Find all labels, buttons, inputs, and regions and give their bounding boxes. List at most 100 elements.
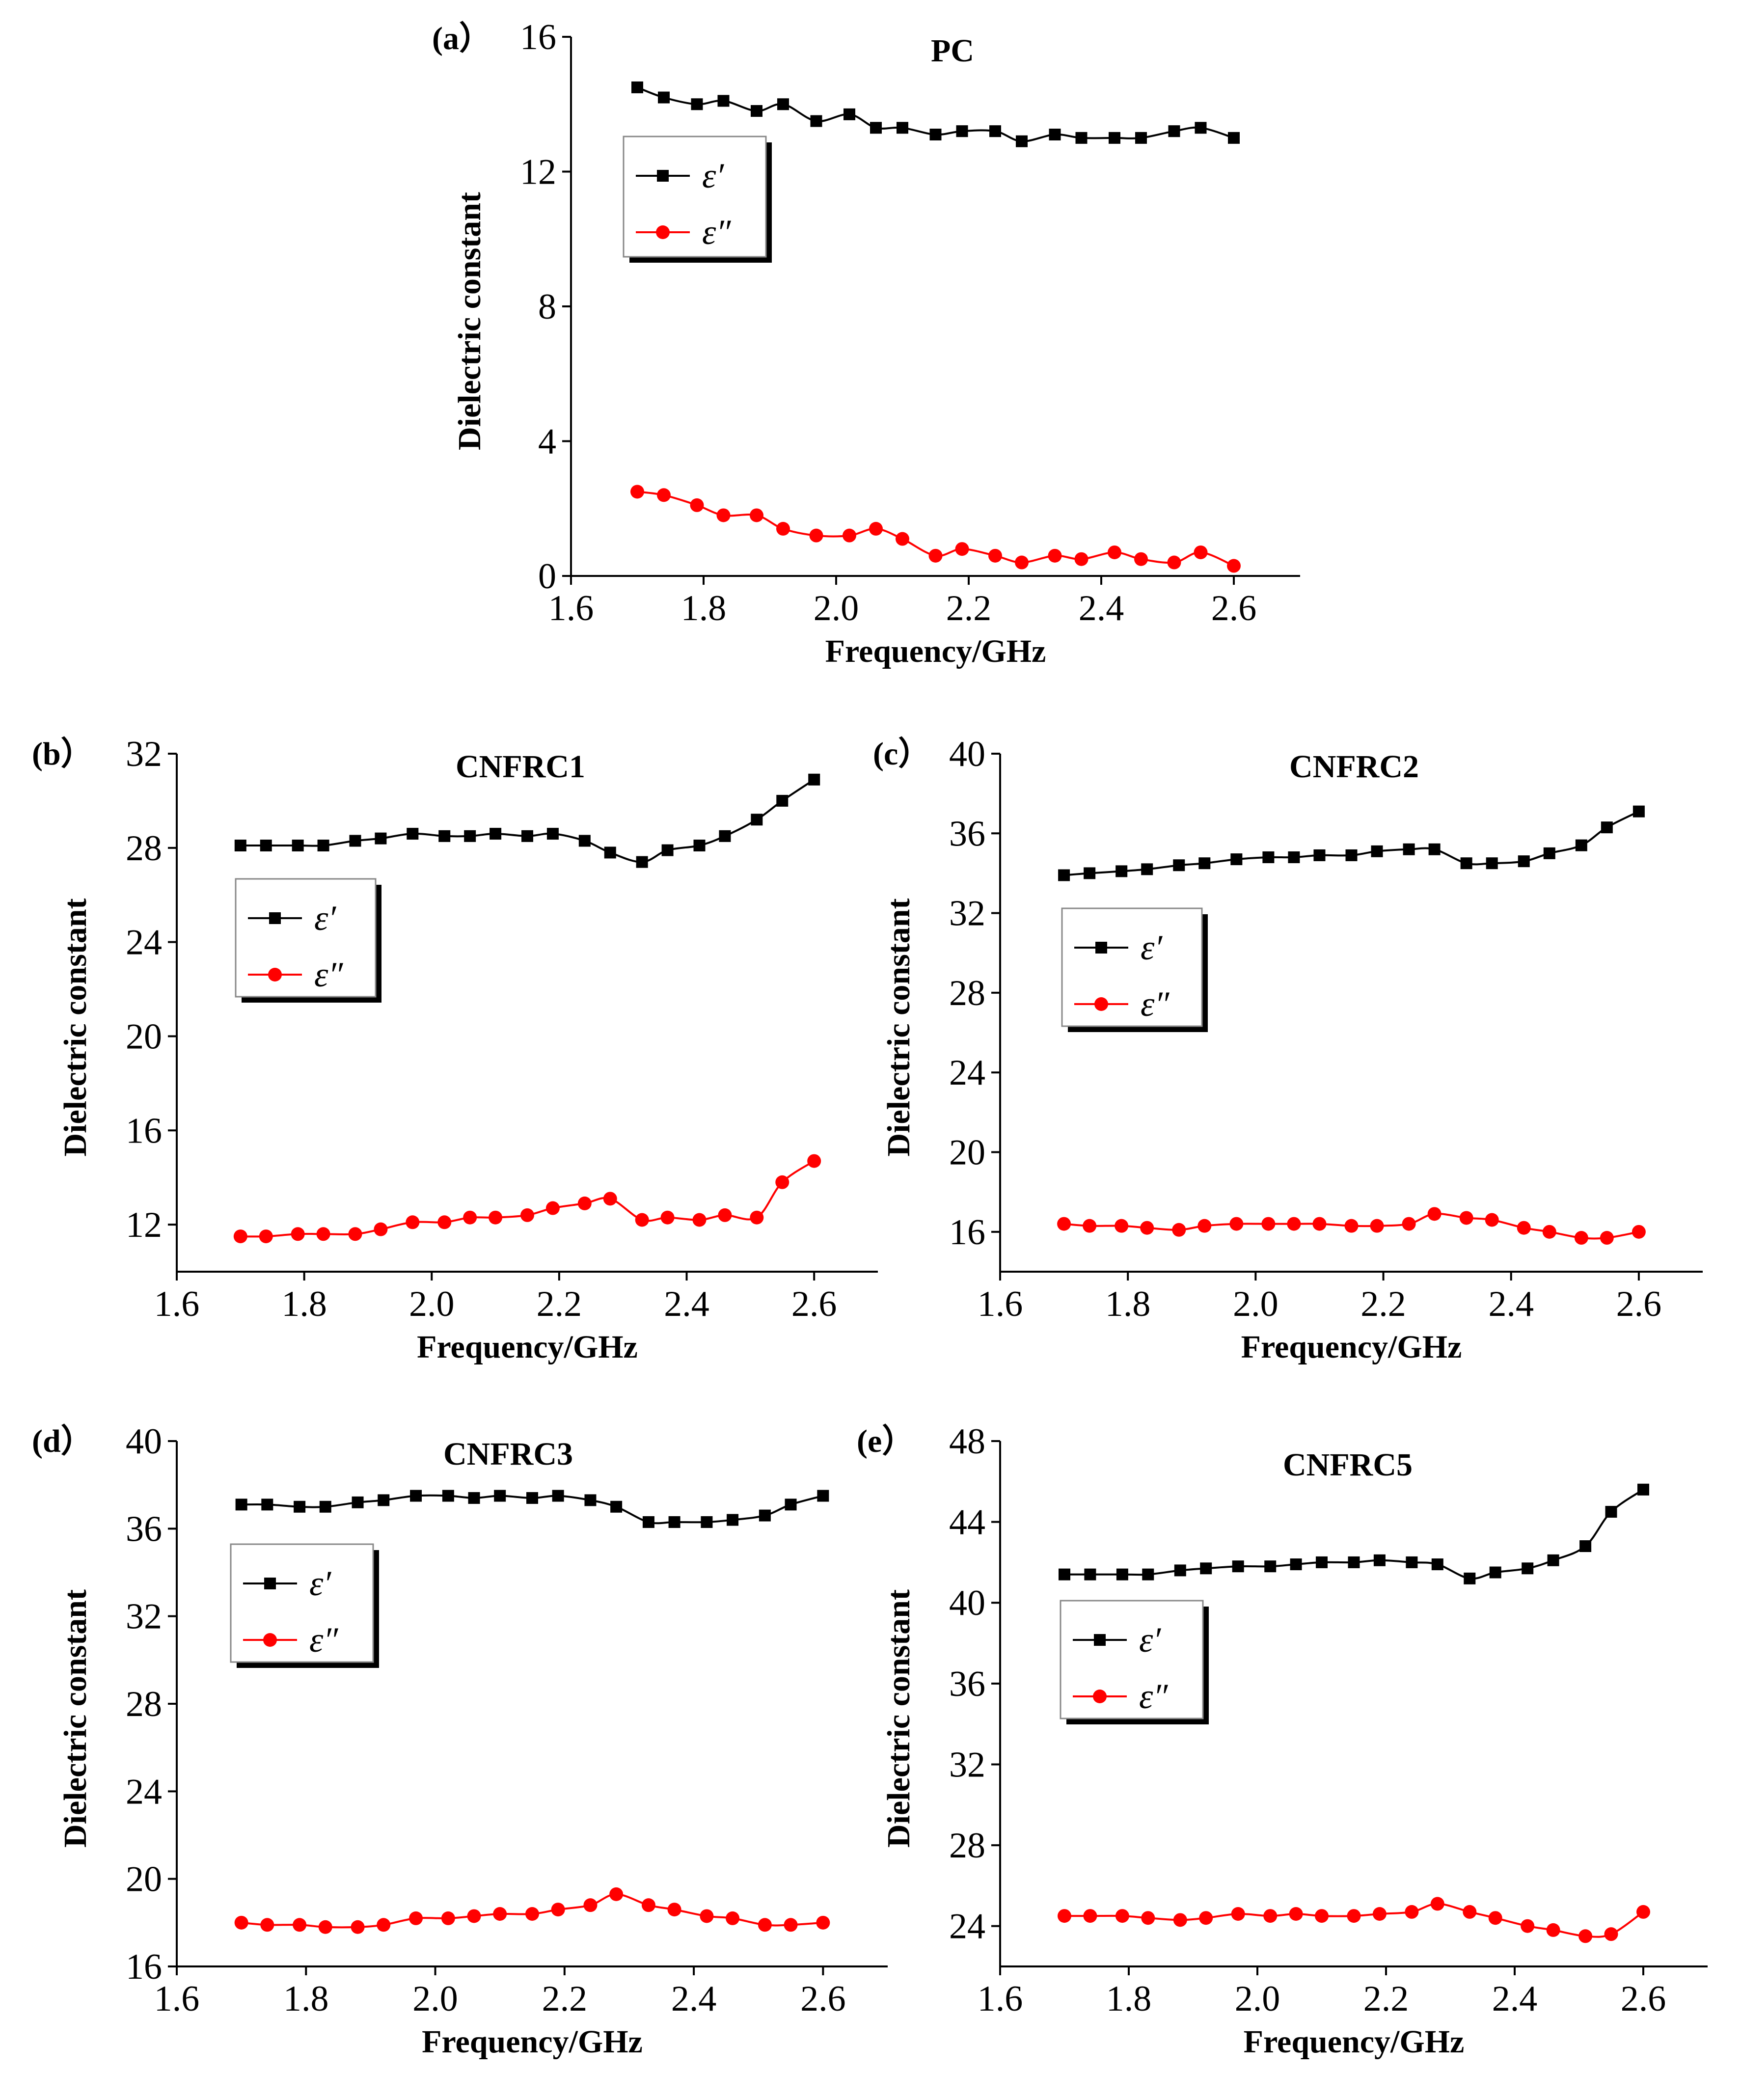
y-axis-title: Dielectric constant — [881, 1589, 917, 1848]
data-point — [750, 508, 763, 522]
data-point — [1198, 857, 1211, 870]
panel-label: (a） — [432, 20, 491, 56]
x-tick-label: 1.6 — [978, 1979, 1023, 2019]
data-point — [316, 1227, 330, 1241]
data-point — [578, 835, 591, 847]
x-tick-label: 2.2 — [537, 1284, 582, 1324]
data-point — [1141, 863, 1153, 875]
x-tick-label: 2.2 — [946, 588, 992, 628]
data-point — [1486, 857, 1498, 870]
legend-marker — [269, 912, 281, 924]
y-tick-label: 4 — [538, 422, 556, 462]
data-point — [1522, 1562, 1534, 1575]
data-point — [1227, 559, 1241, 573]
data-point — [261, 1499, 273, 1511]
series-real-permittivity — [631, 81, 1240, 147]
legend-marker — [263, 1633, 277, 1647]
data-point — [1016, 135, 1028, 147]
y-tick-label: 40 — [126, 1421, 162, 1462]
data-point — [610, 1500, 623, 1513]
panel-label: (c） — [873, 736, 930, 772]
data-point — [1521, 1919, 1535, 1933]
data-point — [1463, 1905, 1477, 1919]
data-point — [493, 1907, 507, 1921]
chart-panel-4: 1.6 1.8 2.0 2.2 2.4 2.6 16 20 24 28 32 36 40 Frequenc… — [32, 1421, 888, 2060]
y-tick-label: 12 — [520, 152, 556, 192]
data-point — [1084, 867, 1096, 879]
data-point — [351, 1920, 365, 1934]
y-tick-label: 16 — [949, 1212, 985, 1253]
series-imaginary-permittivity — [234, 1887, 830, 1934]
data-point — [1464, 1572, 1476, 1584]
data-point — [1083, 1219, 1097, 1233]
chart-title: CNFRC2 — [1289, 749, 1419, 785]
data-point — [1370, 1219, 1384, 1233]
legend-box — [235, 878, 377, 998]
y-tick-label: 0 — [538, 556, 556, 597]
data-point — [1578, 1929, 1593, 1943]
data-point — [660, 1210, 675, 1225]
x-tick-label: 2.0 — [409, 1284, 455, 1324]
x-tick-label: 1.6 — [978, 1284, 1023, 1324]
data-point — [1200, 1562, 1212, 1575]
data-point — [1605, 1506, 1617, 1518]
legend-marker — [264, 1578, 276, 1589]
x-axis-title: Frequency/GHz — [1241, 1329, 1462, 1365]
legend-label: ε″ — [702, 213, 731, 252]
data-point — [1141, 1911, 1155, 1925]
data-point — [1428, 843, 1441, 855]
data-point — [1575, 839, 1587, 851]
data-point — [1488, 1911, 1502, 1925]
data-point — [1108, 545, 1121, 559]
data-point — [526, 1492, 538, 1504]
data-point — [1372, 1907, 1387, 1921]
data-point — [870, 122, 882, 134]
x-tick-label: 2.4 — [1488, 1284, 1534, 1324]
chart-panel-2: 1.6 1.8 2.0 2.2 2.4 2.6 12 16 20 24 28 32 Frequency/… — [32, 734, 878, 1365]
data-point — [751, 105, 762, 117]
chart-title: CNFRC3 — [443, 1436, 573, 1472]
data-point — [1195, 122, 1207, 134]
legend-box — [1060, 1600, 1204, 1719]
data-point — [545, 1201, 560, 1215]
data-point — [1348, 1556, 1360, 1568]
y-tick-label: 24 — [126, 1772, 162, 1812]
x-tick-label: 2.0 — [1235, 1979, 1280, 2019]
data-point — [1264, 1560, 1277, 1573]
x-tick-label: 1.8 — [1106, 1979, 1152, 2019]
y-tick-label: 28 — [949, 973, 985, 1013]
chart-title: PC — [931, 33, 974, 69]
data-point — [1373, 1554, 1386, 1566]
legend-marker — [656, 225, 670, 239]
y-tick-label: 24 — [126, 923, 162, 963]
x-tick-label: 2.4 — [1079, 588, 1124, 628]
data-point — [468, 1492, 480, 1504]
data-point — [1057, 1217, 1071, 1231]
data-point — [378, 1494, 390, 1506]
data-point — [751, 814, 763, 826]
x-axis-title: Frequency/GHz — [825, 633, 1046, 669]
data-point — [717, 95, 730, 107]
data-point — [1405, 1905, 1419, 1919]
data-point — [1173, 1913, 1187, 1927]
data-point — [464, 830, 476, 842]
data-point — [1197, 1219, 1212, 1233]
x-tick-label: 2.0 — [814, 588, 859, 628]
x-axis-title: Frequency/GHz — [422, 2024, 643, 2060]
y-tick-label: 20 — [126, 1016, 162, 1057]
legend-marker — [1095, 942, 1107, 954]
y-axis-title: Dielectric constant — [57, 899, 93, 1157]
y-tick-label: 36 — [949, 1664, 985, 1704]
data-point — [407, 828, 419, 840]
data-point — [758, 1918, 772, 1932]
y-tick-label: 32 — [949, 894, 985, 934]
data-point — [1167, 555, 1181, 570]
data-point — [1199, 1911, 1213, 1925]
data-point — [410, 1490, 422, 1502]
legend-marker — [1093, 1690, 1107, 1703]
data-point — [318, 1920, 332, 1934]
data-point — [348, 1227, 362, 1241]
data-point — [1579, 1540, 1592, 1552]
x-tick-label: 1.8 — [283, 1979, 329, 2019]
legend-marker — [657, 170, 669, 182]
